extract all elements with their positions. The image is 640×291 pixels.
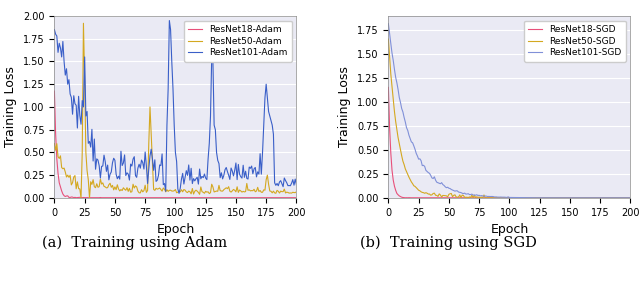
ResNet101-SGD — [607, 196, 615, 200]
ResNet50-SGD — [386, 55, 394, 58]
ResNet50-SGD — [406, 178, 414, 181]
Line: ResNet18-Adam: ResNet18-Adam — [54, 91, 296, 198]
Text: (b)  Training using SGD: (b) Training using SGD — [360, 236, 536, 250]
Line: ResNet18-SGD: ResNet18-SGD — [388, 87, 630, 198]
ResNet50-SGD — [607, 196, 615, 200]
ResNet50-SGD — [473, 195, 481, 198]
ResNet18-SGD — [627, 196, 634, 200]
ResNet101-SGD — [536, 196, 543, 200]
ResNet50-Adam — [77, 196, 85, 200]
ResNet101-Adam — [292, 183, 300, 187]
ResNet50-SGD — [627, 196, 634, 200]
ResNet101-Adam — [52, 33, 60, 36]
ResNet18-Adam — [51, 89, 58, 93]
ResNet50-Adam — [141, 183, 149, 187]
ResNet18-SGD — [607, 196, 615, 200]
ResNet50-Adam — [52, 148, 60, 152]
Y-axis label: Training Loss: Training Loss — [339, 67, 351, 147]
ResNet18-SGD — [401, 196, 409, 200]
ResNet18-Adam — [140, 196, 148, 199]
ResNet101-Adam — [184, 174, 191, 177]
ResNet101-SGD — [473, 193, 481, 196]
ResNet18-SGD — [474, 196, 482, 200]
ResNet50-SGD — [516, 196, 524, 200]
ResNet101-SGD — [486, 195, 494, 198]
ResNet18-Adam — [273, 196, 281, 199]
ResNet18-Adam — [292, 196, 300, 199]
ResNet18-Adam — [154, 196, 161, 199]
ResNet18-SGD — [488, 196, 495, 200]
ResNet50-SGD — [385, 37, 392, 41]
ResNet18-SGD — [516, 196, 524, 200]
ResNet50-SGD — [481, 196, 489, 200]
Line: ResNet50-Adam: ResNet50-Adam — [54, 23, 296, 198]
ResNet50-Adam — [292, 190, 300, 194]
ResNet50-Adam — [275, 189, 282, 193]
ResNet101-SGD — [386, 32, 394, 36]
ResNet101-Adam — [152, 180, 160, 183]
ResNet50-Adam — [51, 142, 58, 145]
Line: ResNet101-Adam: ResNet101-Adam — [54, 21, 296, 193]
ResNet18-SGD — [408, 196, 415, 200]
ResNet101-SGD — [627, 196, 634, 200]
ResNet101-SGD — [515, 196, 523, 199]
ResNet101-Adam — [72, 104, 80, 107]
ResNet101-Adam — [139, 161, 147, 164]
Legend: ResNet18-Adam, ResNet50-Adam, ResNet101-Adam: ResNet18-Adam, ResNet50-Adam, ResNet101-… — [184, 21, 292, 62]
ResNet50-Adam — [79, 22, 87, 25]
ResNet18-Adam — [74, 196, 81, 199]
Line: ResNet50-SGD: ResNet50-SGD — [388, 39, 630, 198]
ResNet50-SGD — [488, 196, 495, 200]
ResNet101-Adam — [275, 184, 282, 187]
ResNet18-Adam — [70, 196, 77, 199]
Text: (a)  Training using Adam: (a) Training using Adam — [42, 236, 227, 250]
ResNet101-SGD — [406, 137, 414, 140]
ResNet50-Adam — [184, 191, 191, 194]
ResNet50-Adam — [72, 187, 80, 191]
ResNet101-SGD — [385, 22, 392, 25]
ResNet101-Adam — [166, 19, 173, 22]
ResNet50-Adam — [155, 187, 163, 190]
X-axis label: Epoch: Epoch — [156, 223, 195, 236]
ResNet18-SGD — [385, 86, 392, 89]
ResNet18-Adam — [182, 196, 190, 199]
Y-axis label: Training Loss: Training Loss — [4, 67, 17, 147]
ResNet18-Adam — [52, 132, 60, 135]
ResNet18-SGD — [386, 126, 394, 129]
Line: ResNet101-SGD: ResNet101-SGD — [388, 24, 630, 198]
Legend: ResNet18-SGD, ResNet50-SGD, ResNet101-SGD: ResNet18-SGD, ResNet50-SGD, ResNet101-SG… — [524, 21, 626, 62]
ResNet101-Adam — [51, 28, 58, 31]
X-axis label: Epoch: Epoch — [490, 223, 529, 236]
ResNet101-Adam — [175, 191, 183, 195]
